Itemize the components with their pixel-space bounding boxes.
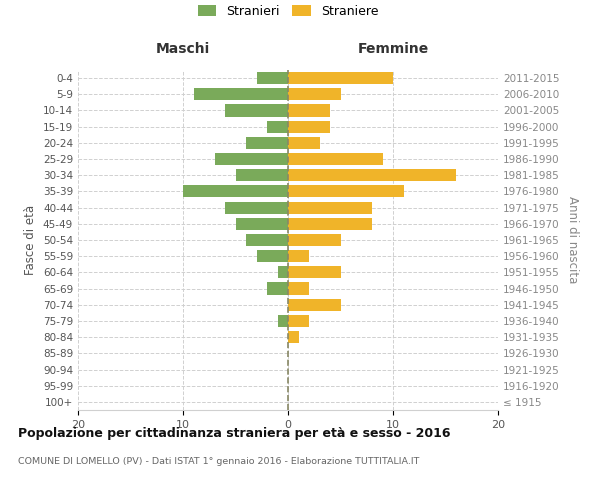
Bar xyxy=(288,137,320,149)
Bar xyxy=(288,234,341,246)
Bar xyxy=(288,331,299,343)
Bar xyxy=(288,218,372,230)
Text: Maschi: Maschi xyxy=(156,42,210,56)
Bar xyxy=(225,202,288,213)
Text: Femmine: Femmine xyxy=(358,42,428,56)
Bar xyxy=(288,298,341,311)
Bar xyxy=(246,234,288,246)
Bar xyxy=(288,169,456,181)
Bar xyxy=(288,266,341,278)
Y-axis label: Anni di nascita: Anni di nascita xyxy=(566,196,579,284)
Bar xyxy=(215,153,288,165)
Bar xyxy=(257,72,288,84)
Bar xyxy=(288,104,330,117)
Bar xyxy=(288,250,309,262)
Bar xyxy=(288,282,309,294)
Bar xyxy=(235,169,288,181)
Bar xyxy=(267,120,288,132)
Text: Popolazione per cittadinanza straniera per età e sesso - 2016: Popolazione per cittadinanza straniera p… xyxy=(18,428,451,440)
Bar xyxy=(288,202,372,213)
Bar xyxy=(267,282,288,294)
Bar xyxy=(183,186,288,198)
Bar xyxy=(288,153,383,165)
Y-axis label: Fasce di età: Fasce di età xyxy=(25,205,37,275)
Bar xyxy=(288,72,393,84)
Bar xyxy=(277,315,288,327)
Bar xyxy=(235,218,288,230)
Bar xyxy=(288,88,341,101)
Bar xyxy=(288,120,330,132)
Legend: Stranieri, Straniere: Stranieri, Straniere xyxy=(193,0,383,23)
Bar xyxy=(277,266,288,278)
Text: COMUNE DI LOMELLO (PV) - Dati ISTAT 1° gennaio 2016 - Elaborazione TUTTITALIA.IT: COMUNE DI LOMELLO (PV) - Dati ISTAT 1° g… xyxy=(18,458,419,466)
Bar xyxy=(225,104,288,117)
Bar xyxy=(288,315,309,327)
Bar xyxy=(193,88,288,101)
Bar xyxy=(288,186,404,198)
Bar xyxy=(246,137,288,149)
Bar xyxy=(257,250,288,262)
